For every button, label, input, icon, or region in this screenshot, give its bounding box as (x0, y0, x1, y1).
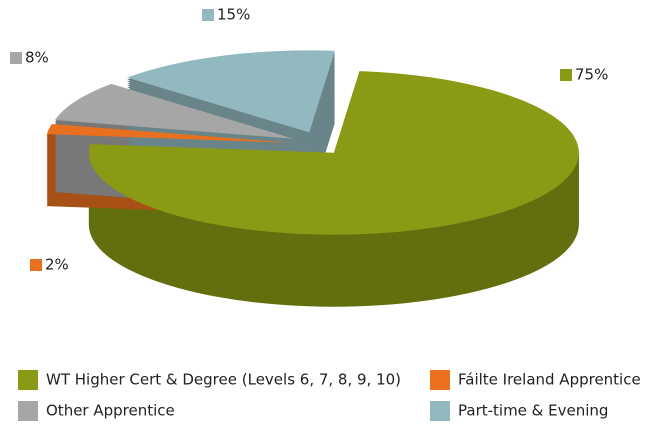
label-swatch (202, 9, 214, 21)
label-swatch (560, 69, 572, 81)
legend-swatch (430, 370, 450, 390)
label-swatch (10, 52, 22, 64)
legend-label: WT Higher Cert & Degree (Levels 6, 7, 8,… (46, 371, 401, 389)
legend-swatch (430, 401, 450, 421)
slice (88, 71, 579, 235)
value-label: 8% (25, 49, 49, 67)
legend-swatch (18, 401, 38, 421)
legend-swatch (18, 370, 38, 390)
slice (46, 124, 291, 143)
value-label: 15% (217, 6, 250, 24)
label-swatch (30, 259, 42, 271)
legend-label: Fáilte Ireland Apprentice (458, 371, 641, 389)
slice (54, 83, 294, 139)
value-label: 2% (45, 256, 69, 274)
legend-label: Other Apprentice (46, 402, 175, 420)
slice (127, 50, 335, 133)
legend-label: Part-time & Evening (458, 402, 608, 420)
value-label: 75% (575, 66, 608, 84)
